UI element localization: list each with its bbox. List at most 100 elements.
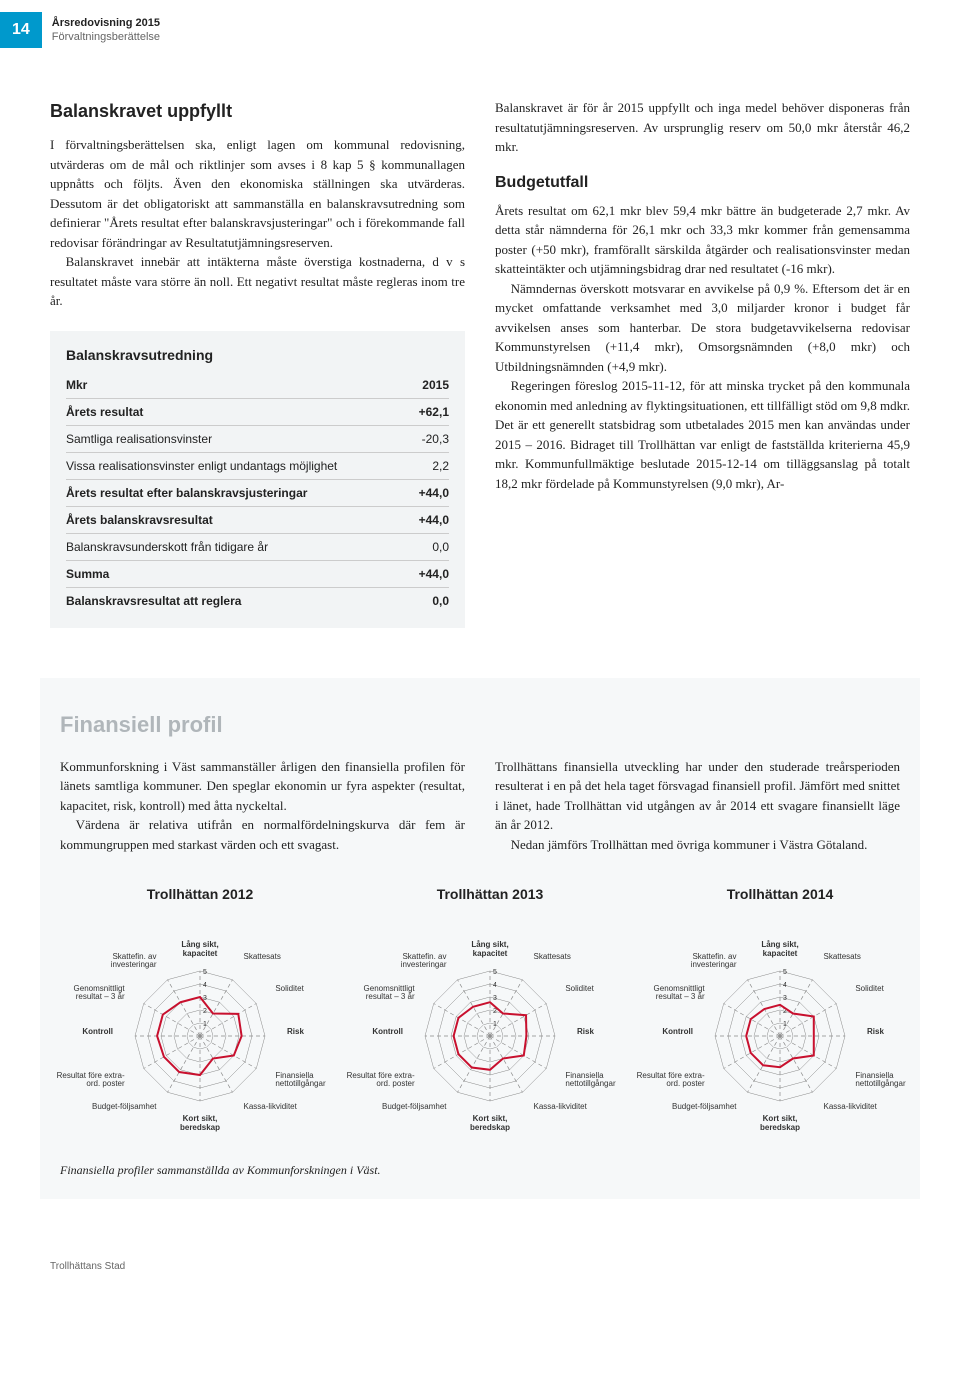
table-row-label: Vissa realisationsvinster enligt undanta…: [66, 452, 410, 479]
radar-chart-title: Trollhättan 2013: [350, 884, 630, 905]
left-paragraph-1: I förvaltningsberättelsen ska, enligt la…: [50, 135, 465, 252]
svg-text:1: 1: [493, 1021, 497, 1028]
page-number-badge: 14: [0, 12, 42, 48]
profile-left-p1: Kommunforskning i Väst sammanställer årl…: [60, 757, 465, 816]
svg-text:3: 3: [493, 995, 497, 1002]
radar-axis-label: Resultat före extra-ord. poster: [635, 1072, 705, 1090]
svg-text:3: 3: [783, 995, 787, 1002]
financial-profile-section: Finansiell profil Kommunforskning i Väst…: [40, 678, 920, 1200]
svg-text:4: 4: [493, 982, 497, 989]
radar-chart-block: Trollhättan 201412345Lång sikt, kapacite…: [640, 884, 920, 1141]
right-paragraph-2: Årets resultat om 62,1 mkr blev 59,4 mkr…: [495, 201, 910, 279]
table-row-value: 2,2: [410, 452, 449, 479]
svg-text:4: 4: [203, 982, 207, 989]
radar-axis-label: Genomsnittligt resultat – 3 år: [55, 985, 125, 1003]
left-column: Balanskravet uppfyllt I förvaltningsberä…: [50, 98, 465, 628]
balanskravs-table: Mkr 2015 Årets resultat+62,1Samtliga rea…: [66, 372, 449, 614]
right-paragraph-4: Regeringen föreslog 2015-11-12, för att …: [495, 376, 910, 493]
radar-axis-label: Skattefin. av investeringar: [87, 953, 157, 971]
radar-axis-label: Kort sikt, beredskap: [455, 1115, 525, 1133]
radar-axis-label: Skattefin. av investeringar: [667, 953, 737, 971]
table-row-value: +44,0: [410, 506, 449, 533]
table-row-label: Summa: [66, 560, 410, 587]
radar-axis-label: Kassa-likviditet: [824, 1103, 894, 1112]
radar-axis-label: Budget-följsamhet: [87, 1103, 157, 1112]
radar-axis-label: Finansiella nettotillgångar: [855, 1072, 925, 1090]
table-row-label: Balanskravsresultat att reglera: [66, 587, 410, 614]
right-column: Balanskravet är för år 2015 uppfyllt och…: [495, 98, 910, 628]
radar-chart-block: Trollhättan 201212345Lång sikt, kapacite…: [60, 884, 340, 1141]
header-subtitle: Förvaltningsberättelse: [52, 30, 160, 44]
profile-right-p2: Nedan jämförs Trollhättan med övriga kom…: [495, 835, 900, 855]
radar-axis-label: Skattesats: [244, 953, 314, 962]
radar-axis-label: Soliditet: [275, 985, 345, 994]
radar-axis-label: Finansiella nettotillgångar: [565, 1072, 635, 1090]
svg-text:5: 5: [203, 969, 207, 976]
radar-axis-label: Kort sikt, beredskap: [165, 1115, 235, 1133]
page-footer: Trollhättans Stad: [0, 1219, 960, 1294]
radar-chart-block: Trollhättan 201312345Lång sikt, kapacite…: [350, 884, 630, 1141]
table-row-label: Samtliga realisationsvinster: [66, 425, 410, 452]
right-paragraph-1: Balanskravet är för år 2015 uppfyllt och…: [495, 98, 910, 157]
radar-axis-label: Kort sikt, beredskap: [745, 1115, 815, 1133]
main-two-column: Balanskravet uppfyllt I förvaltningsberä…: [0, 68, 960, 648]
radar-axis-label: Skattefin. av investeringar: [377, 953, 447, 971]
svg-text:1: 1: [783, 1021, 787, 1028]
balanskravs-table-box: Balanskravsutredning Mkr 2015 Årets resu…: [50, 331, 465, 628]
table-row-label: Årets balanskravsresultat: [66, 506, 410, 533]
page-header: 14 Årsredovisning 2015 Förvaltningsberät…: [0, 0, 960, 68]
radar-chart-title: Trollhättan 2014: [640, 884, 920, 905]
table-row-value: +62,1: [410, 398, 449, 425]
radar-wrap: 12345Lång sikt, kapacitetSkattesatsSolid…: [640, 921, 920, 1141]
radar-axis-label: Skattesats: [824, 953, 894, 962]
svg-text:4: 4: [783, 982, 787, 989]
radar-axis-label: Soliditet: [855, 985, 925, 994]
radar-axis-label: Soliditet: [565, 985, 635, 994]
svg-text:2: 2: [203, 1008, 207, 1015]
radar-axis-label: Finansiella nettotillgångar: [275, 1072, 345, 1090]
profile-title: Finansiell profil: [60, 708, 900, 741]
radar-axis-label: Skattesats: [534, 953, 604, 962]
table-row-value: 0,0: [410, 587, 449, 614]
radar-axis-label: Budget-följsamhet: [377, 1103, 447, 1112]
radar-axis-label: Kontroll: [623, 1028, 693, 1037]
profile-two-column: Kommunforskning i Väst sammanställer årl…: [60, 757, 900, 855]
charts-footnote: Finansiella profiler sammanställda av Ko…: [60, 1161, 900, 1179]
table-title: Balanskravsutredning: [66, 345, 449, 366]
table-header-col2: 2015: [410, 372, 449, 399]
radar-chart-title: Trollhättan 2012: [60, 884, 340, 905]
radar-charts-row: Trollhättan 2012 1 2 3 4 5 Lång sikt, kapacite…: [60, 884, 900, 1141]
table-row-value: 0,0: [410, 533, 449, 560]
table-header-col1: Mkr: [66, 372, 410, 399]
radar-axis-label: Kassa-likviditet: [534, 1103, 604, 1112]
radar-axis-label: Kontroll: [43, 1028, 113, 1037]
radar-axis-label: Kassa-likviditet: [244, 1103, 314, 1112]
table-row-value: -20,3: [410, 425, 449, 452]
radar-axis-label: Budget-följsamhet: [667, 1103, 737, 1112]
svg-text:1: 1: [203, 1021, 207, 1028]
header-title: Årsredovisning 2015: [52, 16, 160, 30]
profile-left-p2: Värdena är relativa utifrån en normalför…: [60, 815, 465, 854]
profile-right-col: Trollhättans finansiella utveckling har …: [495, 757, 900, 855]
radar-axis-label: Lång sikt, kapacitet: [455, 941, 525, 959]
header-text-block: Årsredovisning 2015 Förvaltningsberättel…: [52, 12, 160, 45]
radar-axis-label: Resultat före extra-ord. poster: [55, 1072, 125, 1090]
right-paragraph-3: Nämndernas överskott motsvarar en avvike…: [495, 279, 910, 377]
budgetutfall-title: Budgetutfall: [495, 171, 910, 195]
radar-wrap: 12345Lång sikt, kapacitetSkattesatsSolid…: [350, 921, 630, 1141]
table-row-label: Balanskravsunderskott från tidigare år: [66, 533, 410, 560]
radar-axis-label: Lång sikt, kapacitet: [165, 941, 235, 959]
table-row-label: Årets resultat: [66, 398, 410, 425]
radar-wrap: 12345Lång sikt, kapacitetSkattesatsSolid…: [60, 921, 340, 1141]
balanskravet-title: Balanskravet uppfyllt: [50, 98, 465, 125]
radar-axis-label: Genomsnittligt resultat – 3 år: [635, 985, 705, 1003]
table-row-label: Årets resultat efter balanskravsjusterin…: [66, 479, 410, 506]
radar-axis-label: Genomsnittligt resultat – 3 år: [345, 985, 415, 1003]
radar-axis-label: Risk: [867, 1028, 937, 1037]
table-row-value: +44,0: [410, 560, 449, 587]
svg-text:5: 5: [493, 969, 497, 976]
profile-left-col: Kommunforskning i Väst sammanställer årl…: [60, 757, 465, 855]
radar-axis-label: Kontroll: [333, 1028, 403, 1037]
table-row-value: +44,0: [410, 479, 449, 506]
left-paragraph-2: Balanskravet innebär att intäkterna måst…: [50, 252, 465, 311]
